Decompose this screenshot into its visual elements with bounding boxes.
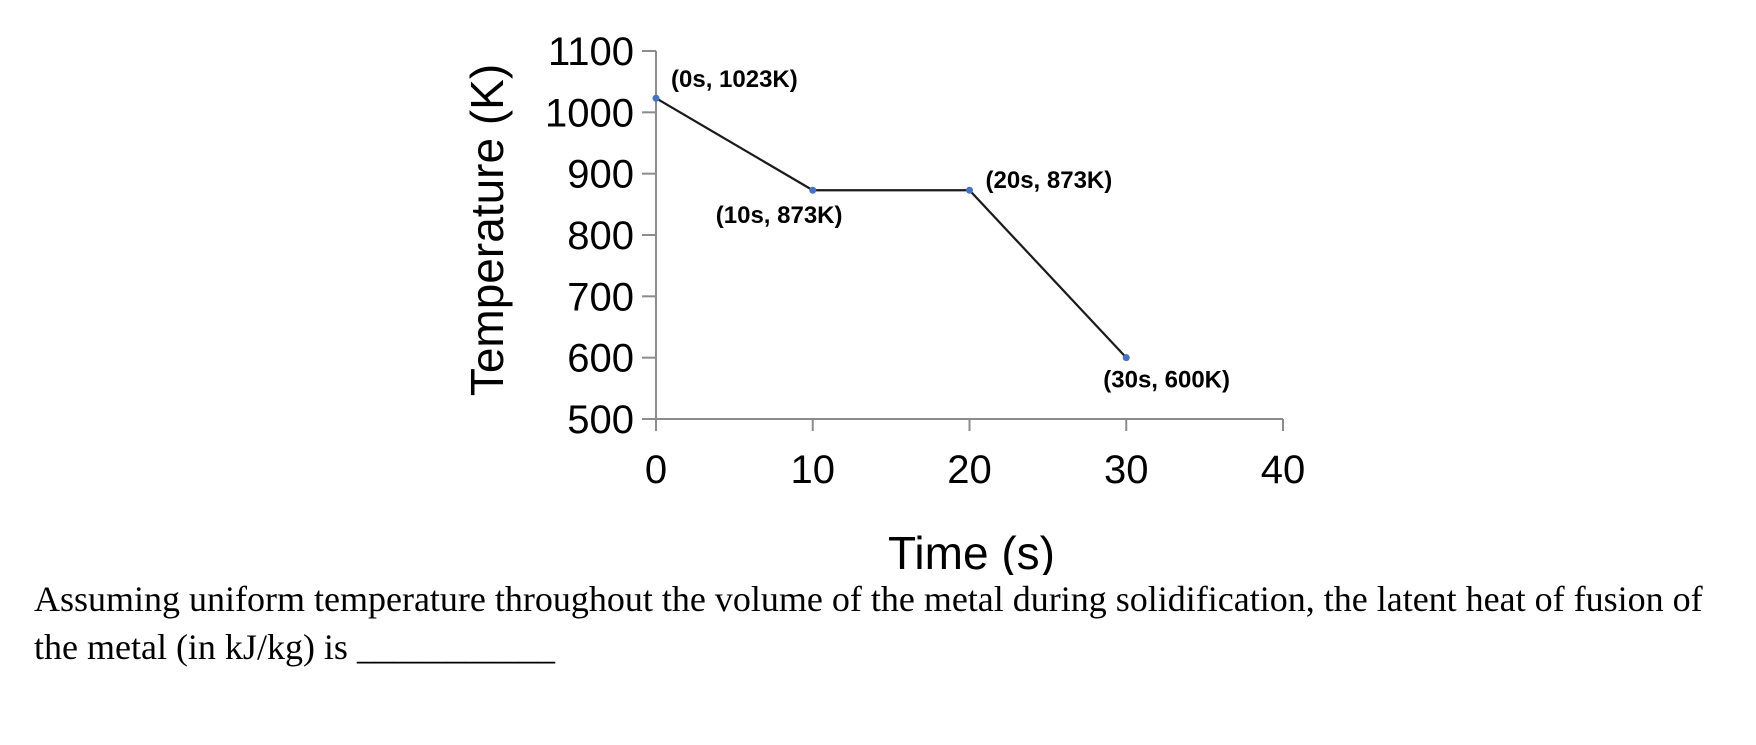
x-tick-label: 20 [947, 448, 992, 492]
data-point [809, 186, 817, 194]
data-label: (10s, 873K) [716, 202, 843, 229]
series-line [655, 97, 1128, 359]
x-tick-label: 40 [1261, 448, 1306, 492]
x-tick-label: 10 [791, 448, 836, 492]
x-tick-label: 30 [1104, 448, 1149, 492]
question-text: Assuming uniform temperature throughout … [34, 579, 1703, 667]
x-tick-label: 0 [645, 448, 667, 492]
data-labels: (0s, 1023K) (10s, 873K) (20s, 873K) (30s, 6… [671, 66, 1230, 393]
y-tick-label: 900 [567, 153, 634, 197]
y-tick-label: 600 [567, 337, 634, 381]
plot-area [652, 94, 1130, 362]
data-point [966, 186, 973, 194]
y-tick-label: 500 [567, 398, 634, 442]
y-tick-label: 800 [567, 214, 634, 258]
cooling-curve-chart: 500 600 700 800 900 1000 1100 0 10 20 30 40 (0s, 10… [461, 30, 1305, 575]
y-tick-label: 700 [567, 275, 634, 319]
data-point [652, 94, 660, 102]
data-point [1122, 354, 1130, 362]
y-tick-label: 1100 [548, 30, 634, 74]
x-axis-title: Time (s) [888, 527, 1055, 575]
y-tick-label: 1000 [545, 91, 634, 135]
data-label: (20s, 873K) [986, 167, 1113, 194]
axes: 500 600 700 800 900 1000 1100 0 10 20 30 40 [545, 30, 1305, 492]
data-label: (0s, 1023K) [671, 66, 798, 93]
y-axis-title: Temperature (K) [461, 64, 513, 396]
data-label: (30s, 600K) [1103, 367, 1230, 394]
